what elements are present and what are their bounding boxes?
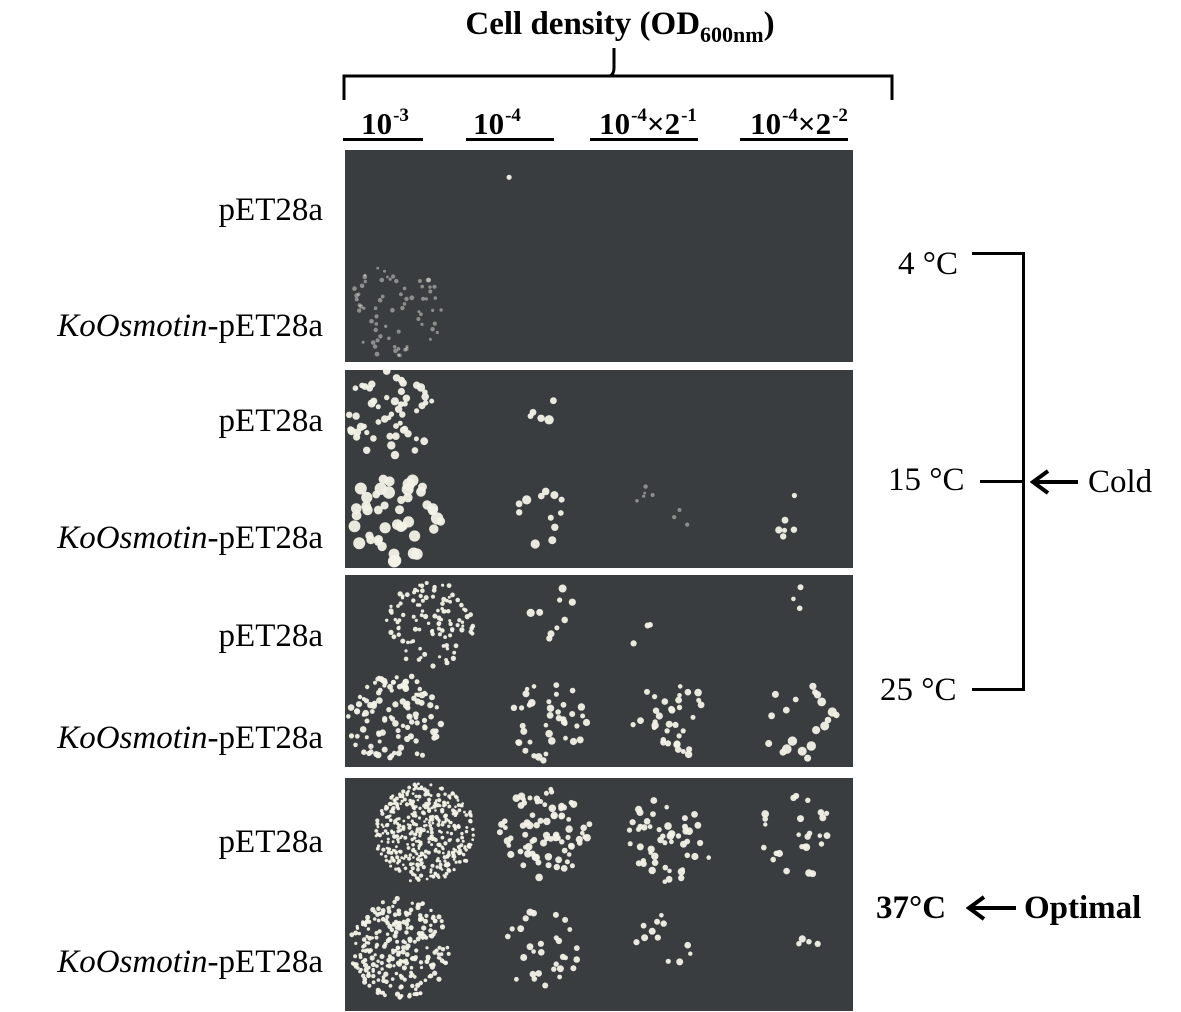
colony-spot: [765, 682, 840, 762]
colony-spot: [796, 935, 821, 947]
colony-spot: [630, 684, 705, 759]
cold-arrow-icon: [1029, 469, 1078, 495]
colony-spot: [510, 682, 591, 764]
dilution-underline-4: [740, 138, 848, 141]
colony-spot: [346, 370, 435, 460]
bracket-vertical: [1022, 252, 1025, 691]
header-title: Cell density (OD: [465, 6, 701, 42]
row-label-15c-control: pET28a: [218, 403, 323, 439]
dilution-label-3: 10-4×2-1: [599, 105, 697, 141]
temp-4c: 4 °C: [898, 246, 958, 282]
colony-spot: [761, 792, 831, 878]
colony-spot: [374, 782, 475, 883]
dilution-label-2: 10-4: [473, 105, 521, 141]
temp-15c: 15 °C: [888, 462, 965, 498]
colony-spot: [515, 487, 565, 549]
colony-spot: [526, 584, 576, 642]
optimal-label: Optimal: [1024, 890, 1142, 926]
colony-spot: [505, 908, 580, 989]
dilution-label-1: 10-3: [361, 105, 409, 141]
colony-spot: [633, 913, 693, 966]
colony-spot: [348, 474, 446, 568]
temp-25c: 25 °C: [880, 672, 957, 708]
row-label-15c-osmotin: KoOsmotin-pET28a: [57, 520, 323, 556]
colony-spot: [630, 622, 653, 647]
plate-37c: [345, 778, 853, 1011]
row-label-25c-osmotin: KoOsmotin-pET28a: [57, 720, 323, 756]
row-label-37c-control: pET28a: [218, 824, 323, 860]
plate-4c: [345, 150, 853, 362]
row-label-25c-control: pET28a: [218, 618, 323, 654]
colony-spot: [527, 397, 557, 425]
dilution-label-4: 10-4×2-2: [750, 105, 848, 141]
plate-25c: [345, 575, 853, 767]
row-label-4c-osmotin: KoOsmotin-pET28a: [57, 308, 323, 344]
colony-spot: [349, 895, 451, 1000]
dilution-underline-1: [343, 138, 423, 141]
header-close: ): [763, 6, 775, 42]
colony-spot: [775, 492, 798, 540]
row-label-37c-osmotin: KoOsmotin-pET28a: [57, 944, 323, 980]
temp-37c: 37°C: [876, 890, 947, 926]
colony-spot: [346, 673, 445, 761]
plate-15c: [345, 370, 853, 568]
bracket-middle-arm: [980, 480, 1025, 483]
colony-spot: [496, 786, 593, 882]
colony-spot: [506, 174, 512, 180]
colony-spot: [635, 484, 690, 527]
figure-header: Cell density (OD600nm): [340, 2, 900, 57]
colony-spot: [791, 584, 804, 612]
top-brace: [342, 48, 894, 100]
colony-spot: [385, 581, 476, 669]
colony-spot: [352, 266, 443, 358]
dilution-underline-3: [590, 138, 698, 141]
optimal-arrow-icon: [965, 895, 1016, 921]
bracket-bottom-arm: [972, 688, 1024, 691]
cold-label: Cold: [1088, 464, 1153, 500]
row-label-4c-control: pET28a: [218, 192, 323, 228]
dilution-underline-2: [466, 138, 554, 141]
colony-spot: [626, 797, 711, 884]
bracket-top-arm: [972, 252, 1024, 255]
header-subscript: 600nm: [700, 22, 764, 47]
